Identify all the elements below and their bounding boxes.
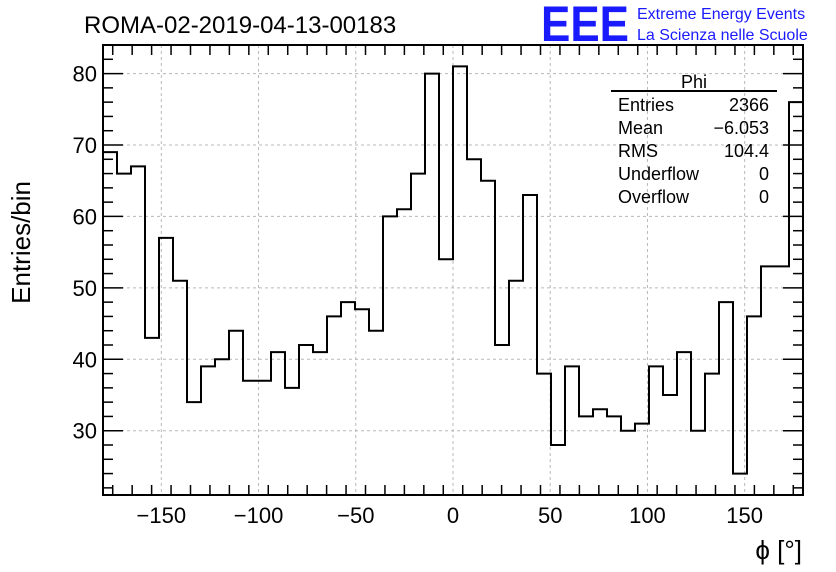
histogram-bin bbox=[131, 166, 145, 495]
histogram-bin bbox=[285, 388, 299, 495]
y-axis-title: Entries/bin bbox=[6, 181, 36, 304]
logo-line-2: La Scienza nelle Scuole bbox=[637, 27, 808, 44]
histogram-bin bbox=[313, 352, 327, 495]
chart-title: ROMA-02-2019-04-13-00183 bbox=[84, 12, 396, 39]
stats-row-value: 0 bbox=[759, 187, 769, 207]
histogram-bin bbox=[173, 281, 187, 495]
histogram-bin bbox=[215, 359, 229, 495]
histogram-bin bbox=[747, 316, 761, 495]
histogram-bin bbox=[677, 352, 691, 495]
histogram-bin bbox=[369, 331, 383, 495]
histogram-bin bbox=[201, 366, 215, 495]
stats-row-label: Entries bbox=[618, 95, 674, 115]
histogram-bin bbox=[579, 416, 593, 495]
stats-row-label: Overflow bbox=[618, 187, 690, 207]
x-tick-label: 50 bbox=[538, 503, 562, 528]
histogram-bin bbox=[159, 238, 173, 495]
stats-row-label: RMS bbox=[618, 141, 658, 161]
stats-name: Phi bbox=[681, 72, 707, 92]
stats-row-label: Underflow bbox=[618, 164, 700, 184]
logo-mark: EEE bbox=[541, 0, 629, 52]
histogram-outline bbox=[103, 65, 803, 475]
histogram-bin bbox=[789, 102, 803, 495]
x-tick-label: 150 bbox=[726, 503, 763, 528]
stats-row-value: −6.053 bbox=[713, 118, 769, 138]
plot-frame bbox=[102, 44, 804, 496]
stats-row-value: 0 bbox=[759, 164, 769, 184]
histogram-bin bbox=[453, 66, 467, 495]
histogram-bin bbox=[439, 259, 453, 495]
x-tick-label: −150 bbox=[137, 503, 187, 528]
stats-box: Phi Entries 2366 Mean −6.053 RMS 104.4 Underfl… bbox=[611, 72, 777, 207]
histogram-bin bbox=[691, 431, 705, 495]
histogram-layer bbox=[103, 65, 803, 495]
histogram-bin bbox=[103, 152, 117, 495]
histogram-bin bbox=[187, 402, 201, 495]
x-tick-label: −100 bbox=[234, 503, 284, 528]
histogram-bin bbox=[145, 338, 159, 495]
histogram-bin bbox=[117, 174, 131, 495]
x-tick-label: 100 bbox=[629, 503, 666, 528]
histogram-bin bbox=[761, 266, 775, 495]
y-tick-label: 40 bbox=[73, 347, 97, 372]
axes-layer: −150 −100 −50 0 50 100 150 30 40 50 60 70 80 bbox=[73, 44, 804, 528]
histogram-bin bbox=[397, 209, 411, 495]
y-tick-label: 30 bbox=[73, 419, 97, 444]
x-tick-label: 0 bbox=[447, 503, 459, 528]
histogram-bin bbox=[593, 409, 607, 495]
y-tick-label: 50 bbox=[73, 276, 97, 301]
histogram-bin bbox=[257, 381, 271, 495]
histogram-bin bbox=[467, 159, 481, 495]
histogram-bin bbox=[523, 195, 537, 495]
histogram-bin bbox=[607, 416, 621, 495]
x-axis-title: ϕ [°] bbox=[755, 535, 802, 565]
logo-line-1: Extreme Energy Events bbox=[637, 6, 805, 23]
histogram-bin bbox=[719, 302, 733, 495]
histogram-bin bbox=[775, 266, 789, 495]
histogram-bin bbox=[481, 181, 495, 495]
histogram-bin bbox=[705, 374, 719, 495]
histogram-bin bbox=[299, 345, 313, 495]
histogram-bin bbox=[537, 374, 551, 495]
histogram-bin bbox=[621, 431, 635, 495]
stats-row-value: 2366 bbox=[729, 95, 769, 115]
histogram-bin bbox=[341, 302, 355, 495]
y-tick-label: 60 bbox=[73, 204, 97, 229]
histogram-bin bbox=[243, 381, 257, 495]
histogram-bin bbox=[635, 424, 649, 495]
histogram-bin bbox=[551, 445, 565, 495]
histogram-bin bbox=[327, 316, 341, 495]
histogram-bin bbox=[495, 345, 509, 495]
stats-rows: Entries 2366 Mean −6.053 RMS 104.4 Underflow 0 O… bbox=[618, 95, 769, 207]
eee-logo: EEE Extreme Energy Events La Scienza nel… bbox=[541, 0, 808, 52]
histogram-bin bbox=[355, 309, 369, 495]
histogram-bin bbox=[663, 395, 677, 495]
stats-row-value: 104.4 bbox=[724, 141, 769, 161]
histogram-bin bbox=[649, 366, 663, 495]
histogram-bin bbox=[271, 352, 285, 495]
histogram-bin bbox=[411, 174, 425, 495]
stats-row-label: Mean bbox=[618, 118, 663, 138]
histogram-bin bbox=[509, 281, 523, 495]
x-tick-label: −50 bbox=[337, 503, 374, 528]
histogram-bin bbox=[565, 366, 579, 495]
y-tick-label: 80 bbox=[73, 62, 97, 87]
y-tick-label: 70 bbox=[73, 133, 97, 158]
histogram-bin bbox=[383, 216, 397, 495]
histogram-bin bbox=[229, 331, 243, 495]
histogram-bin bbox=[425, 74, 439, 495]
